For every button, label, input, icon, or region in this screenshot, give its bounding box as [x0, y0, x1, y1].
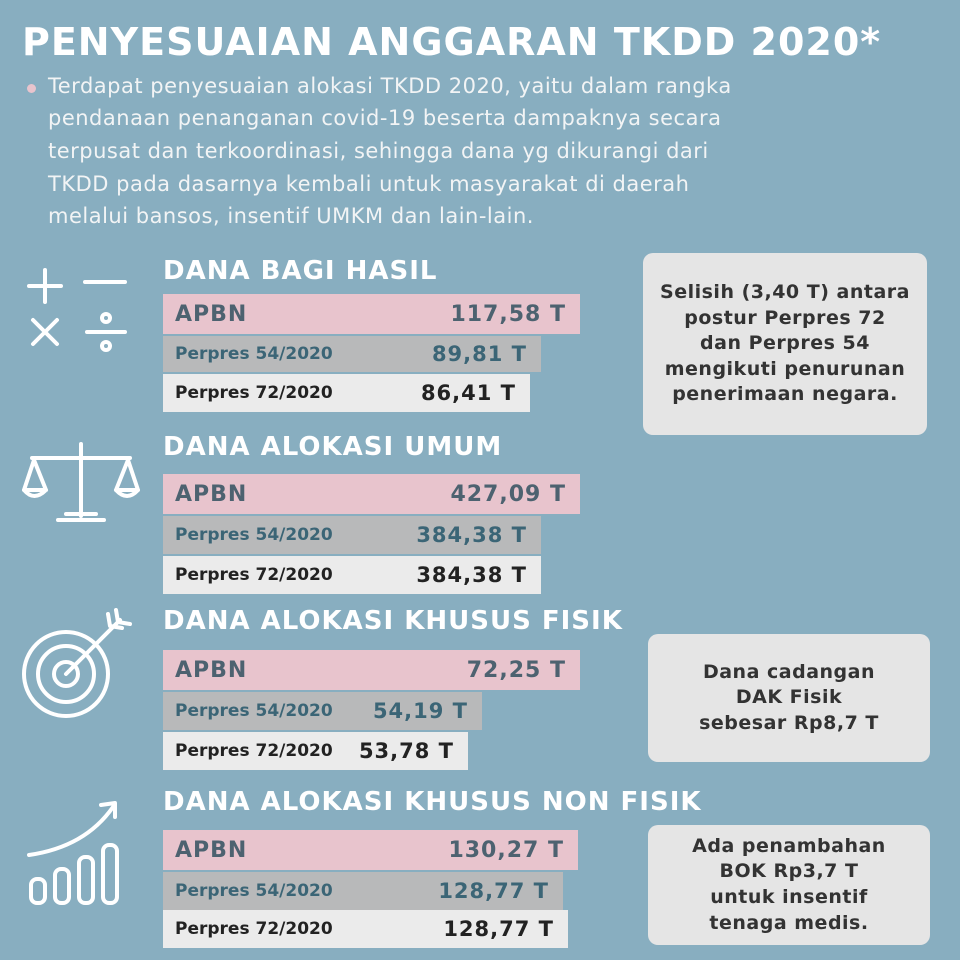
row-value: 54,19 T — [372, 699, 468, 723]
scale-icon — [22, 442, 140, 522]
note-line: dan Perpres 54 — [700, 332, 870, 355]
note-line: Ada penambahan — [692, 834, 886, 857]
target-icon — [22, 608, 132, 718]
row-label: Perpres 72/2020 — [175, 565, 333, 585]
budget-row: Perpres 54/2020 89,81 T — [163, 336, 541, 372]
budget-row: Perpres 72/2020 384,38 T — [163, 556, 541, 594]
note-line: tenaga medis. — [709, 911, 869, 934]
row-label: Perpres 72/2020 — [175, 741, 333, 761]
row-value: 53,78 T — [358, 739, 454, 763]
section-heading: DANA ALOKASI KHUSUS FISIK — [163, 606, 623, 636]
row-value: 130,27 T — [448, 837, 564, 863]
row-label: APBN — [175, 481, 248, 507]
row-label: Perpres 54/2020 — [175, 344, 333, 364]
row-value: 427,09 T — [450, 481, 566, 507]
note-line: Selisih (3,40 T) antara — [660, 280, 910, 303]
note-line: mengikuti penurunan — [664, 357, 906, 380]
growth-icon — [27, 801, 119, 905]
note-line: DAK Fisik — [735, 686, 843, 709]
note-line: Dana cadangan — [702, 660, 876, 683]
section-heading: DANA ALOKASI KHUSUS NON FISIK — [163, 787, 702, 817]
section-heading: DANA BAGI HASIL — [163, 256, 438, 286]
paragraph-line: pendanaan penanganan covid-19 beserta da… — [48, 106, 722, 130]
budget-row: APBN 427,09 T — [163, 474, 580, 514]
budget-row: APBN 130,27 T — [163, 830, 578, 870]
paragraph-line: terpusat dan terkoordinasi, sehingga dan… — [48, 139, 709, 163]
budget-row: Perpres 72/2020 128,77 T — [163, 910, 568, 948]
paragraph-line: Terdapat penyesuaian alokasi TKDD 2020, … — [48, 74, 732, 98]
title: PENYESUAIAN ANGGARAN TKDD 2020* — [22, 20, 882, 64]
row-value: 128,77 T — [443, 917, 554, 941]
section-heading: DANA ALOKASI UMUM — [163, 432, 503, 462]
row-label: Perpres 54/2020 — [175, 881, 333, 901]
row-value: 128,77 T — [438, 879, 549, 903]
note-line: BOK Rp3,7 T — [719, 860, 859, 883]
row-label: Perpres 54/2020 — [175, 701, 333, 721]
budget-row: Perpres 54/2020 384,38 T — [163, 516, 541, 554]
note-box: Ada penambahan BOK Rp3,7 T untuk insentif t… — [648, 825, 930, 945]
paragraph-line: melalui bansos, insentif UMKM dan lain-l… — [48, 204, 534, 228]
budget-row: APBN 72,25 T — [163, 650, 580, 690]
row-label: APBN — [175, 837, 248, 863]
row-value: 384,38 T — [416, 563, 527, 587]
budget-row: Perpres 54/2020 54,19 T — [163, 692, 482, 730]
row-value: 89,81 T — [431, 342, 527, 366]
math-icon — [27, 268, 127, 352]
row-value: 384,38 T — [416, 523, 527, 547]
note-line: postur Perpres 72 — [684, 306, 886, 329]
budget-row: Perpres 54/2020 128,77 T — [163, 872, 563, 910]
row-label: Perpres 72/2020 — [175, 383, 333, 403]
paragraph-line: TKDD pada dasarnya kembali untuk masyara… — [48, 172, 690, 196]
note-box: Selisih (3,40 T) antara postur Perpres 72… — [643, 253, 927, 435]
note-box: Dana cadangan DAK Fisik sebesar Rp8,7 T — [648, 634, 930, 762]
row-label: APBN — [175, 301, 248, 327]
bullet — [27, 84, 36, 93]
note-line: penerimaan negara. — [672, 383, 898, 406]
row-value: 86,41 T — [420, 381, 516, 405]
budget-row: Perpres 72/2020 53,78 T — [163, 732, 468, 770]
budget-row: Perpres 72/2020 86,41 T — [163, 374, 530, 412]
row-label: APBN — [175, 657, 248, 683]
row-label: Perpres 54/2020 — [175, 525, 333, 545]
row-label: Perpres 72/2020 — [175, 919, 333, 939]
row-value: 72,25 T — [466, 657, 566, 683]
note-line: sebesar Rp8,7 T — [699, 711, 879, 734]
note-line: untuk insentif — [710, 886, 868, 908]
budget-row: APBN 117,58 T — [163, 294, 580, 334]
row-value: 117,58 T — [450, 301, 566, 327]
